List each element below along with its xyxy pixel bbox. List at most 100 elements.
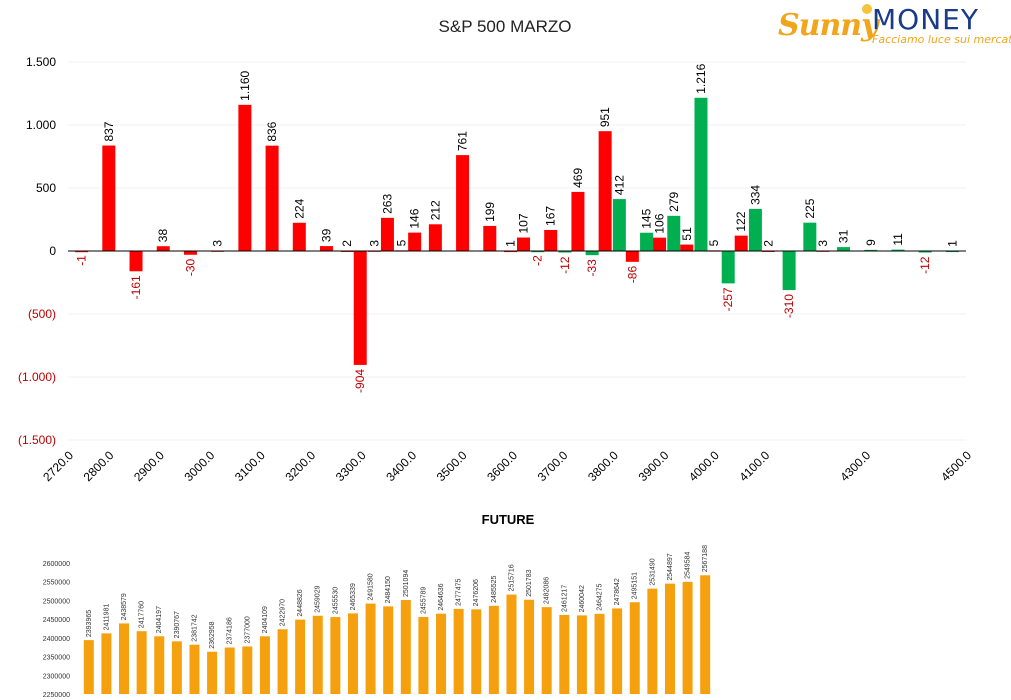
future-bar xyxy=(612,608,623,694)
x-tick-label: 3000.0 xyxy=(182,448,218,484)
bar-167 xyxy=(544,229,558,251)
future-y-tick-label: 2400000 xyxy=(43,636,70,643)
future-bar xyxy=(576,615,587,694)
future-bar xyxy=(664,583,675,694)
future-bar xyxy=(506,594,517,694)
future-bar xyxy=(136,631,147,694)
bar-106 xyxy=(653,237,667,251)
future-bar xyxy=(189,644,200,694)
bar-11 xyxy=(891,249,905,251)
bar-data-label: 146 xyxy=(408,208,422,228)
x-tick-label: 3300.0 xyxy=(333,448,369,484)
future-bar xyxy=(365,603,376,694)
bar-145 xyxy=(640,232,654,251)
bar-data-label: -310 xyxy=(782,294,796,318)
bar-51 xyxy=(680,244,694,251)
future-y-tick-label: 2300000 xyxy=(43,673,70,680)
bar--310 xyxy=(782,251,796,291)
bar-1.160 xyxy=(238,104,252,251)
bar-data-label: -33 xyxy=(585,259,599,277)
future-bar-data-label: 2381742 xyxy=(191,614,198,641)
x-tick-label: 3500.0 xyxy=(434,448,470,484)
future-bar-data-label: 2362958 xyxy=(209,621,216,648)
bar--2 xyxy=(531,251,545,253)
bar-data-label: 1 xyxy=(945,240,959,247)
future-bar-data-label: 2484150 xyxy=(385,576,392,603)
bar-data-label: 224 xyxy=(292,198,306,218)
bar-data-label: 51 xyxy=(680,227,694,241)
main-bar-chart: S&P 500 MARZO 1.500 1.000 500 0 (500) (1.000)… xyxy=(18,17,974,484)
future-chart-title: FUTURE xyxy=(482,512,535,527)
bar--1 xyxy=(75,251,89,253)
bar--904 xyxy=(353,251,367,365)
bar-31 xyxy=(837,247,851,251)
future-bar xyxy=(488,605,499,694)
future-bar xyxy=(171,641,182,694)
future-bar-data-label: 2377000 xyxy=(244,616,251,643)
future-y-tick-label: 2350000 xyxy=(43,655,70,662)
future-bar xyxy=(594,613,605,694)
bar-data-label: 761 xyxy=(456,131,470,151)
bar-225 xyxy=(803,222,817,251)
bar-data-label: 225 xyxy=(803,198,817,218)
future-bar-data-label: 2393965 xyxy=(86,610,93,637)
bar--33 xyxy=(585,251,599,256)
bar--30 xyxy=(183,251,197,255)
bar-data-label: 2 xyxy=(340,240,354,247)
future-bar xyxy=(119,623,130,694)
future-bar-data-label: 2464636 xyxy=(438,583,445,610)
bar-951 xyxy=(598,131,612,251)
bar-data-label: -257 xyxy=(721,287,735,311)
bar-279 xyxy=(667,215,681,251)
future-bar-data-label: 2390767 xyxy=(174,611,181,638)
future-bar-data-label: 2459029 xyxy=(315,585,322,612)
x-tick-label: 3100.0 xyxy=(232,448,268,484)
future-bar xyxy=(154,636,165,694)
bar--12 xyxy=(918,251,932,253)
future-bar xyxy=(295,619,306,694)
logo-sunny-text: Sunny xyxy=(778,8,879,43)
future-bar-data-label: 2476206 xyxy=(473,579,480,606)
x-tick-label: 3800.0 xyxy=(585,448,621,484)
x-tick-label: 2800.0 xyxy=(81,448,117,484)
future-bar-data-label: 2455789 xyxy=(420,587,427,614)
future-bar-data-label: 2531490 xyxy=(649,558,656,585)
bar-data-label: 1.216 xyxy=(694,63,708,93)
bar-data-label: 279 xyxy=(667,191,681,211)
bar-212 xyxy=(428,224,442,251)
bar-38 xyxy=(156,246,170,251)
bar-data-label: -12 xyxy=(918,256,932,274)
bar-data-label: 31 xyxy=(837,229,851,243)
bar-data-label: 334 xyxy=(748,185,762,205)
bar-data-label: -86 xyxy=(625,266,639,284)
future-bar-data-label: 2501094 xyxy=(403,570,410,597)
future-bar xyxy=(436,613,447,694)
x-tick-label: 4100.0 xyxy=(736,448,772,484)
bar-data-label: 145 xyxy=(640,208,654,228)
future-bar xyxy=(312,615,323,694)
future-bar xyxy=(682,581,693,694)
bar-412 xyxy=(612,199,626,251)
bar-107 xyxy=(517,237,530,251)
logo-money-text: MONEY xyxy=(872,3,979,36)
future-bar-data-label: 2461217 xyxy=(561,585,568,612)
bar-data-label: 1.160 xyxy=(238,70,252,100)
bar-data-label: 199 xyxy=(483,202,497,222)
bar-data-label: 263 xyxy=(380,194,394,214)
bar-837 xyxy=(102,145,116,251)
bar-data-label: 11 xyxy=(891,233,905,246)
future-bar-data-label: 2482086 xyxy=(544,577,551,604)
future-bar xyxy=(330,617,341,694)
bar-1.216 xyxy=(694,97,708,251)
y-tick-label: 0 xyxy=(49,244,56,258)
future-bar-data-label: 2404109 xyxy=(262,606,269,633)
future-bar-data-label: 2478642 xyxy=(614,578,621,605)
future-bar-data-label: 2448826 xyxy=(297,589,304,616)
sun-icon xyxy=(862,4,872,14)
future-bar xyxy=(259,636,270,694)
bar--161 xyxy=(129,251,143,272)
future-bar xyxy=(83,640,94,694)
future-bar xyxy=(524,599,535,694)
future-bar-data-label: 2495151 xyxy=(632,572,639,599)
bar-data-label: -161 xyxy=(129,275,143,299)
